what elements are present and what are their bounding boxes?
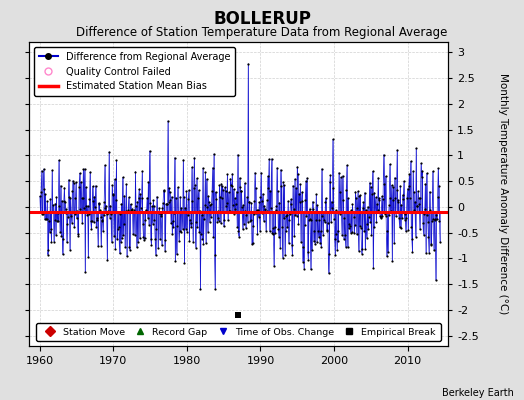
Text: Berkeley Earth: Berkeley Earth: [442, 388, 514, 398]
Y-axis label: Monthly Temperature Anomaly Difference (°C): Monthly Temperature Anomaly Difference (…: [498, 73, 508, 315]
Text: Difference of Station Temperature Data from Regional Average: Difference of Station Temperature Data f…: [77, 26, 447, 39]
Legend: Station Move, Record Gap, Time of Obs. Change, Empirical Break: Station Move, Record Gap, Time of Obs. C…: [36, 323, 441, 341]
Text: BOLLERUP: BOLLERUP: [213, 10, 311, 28]
